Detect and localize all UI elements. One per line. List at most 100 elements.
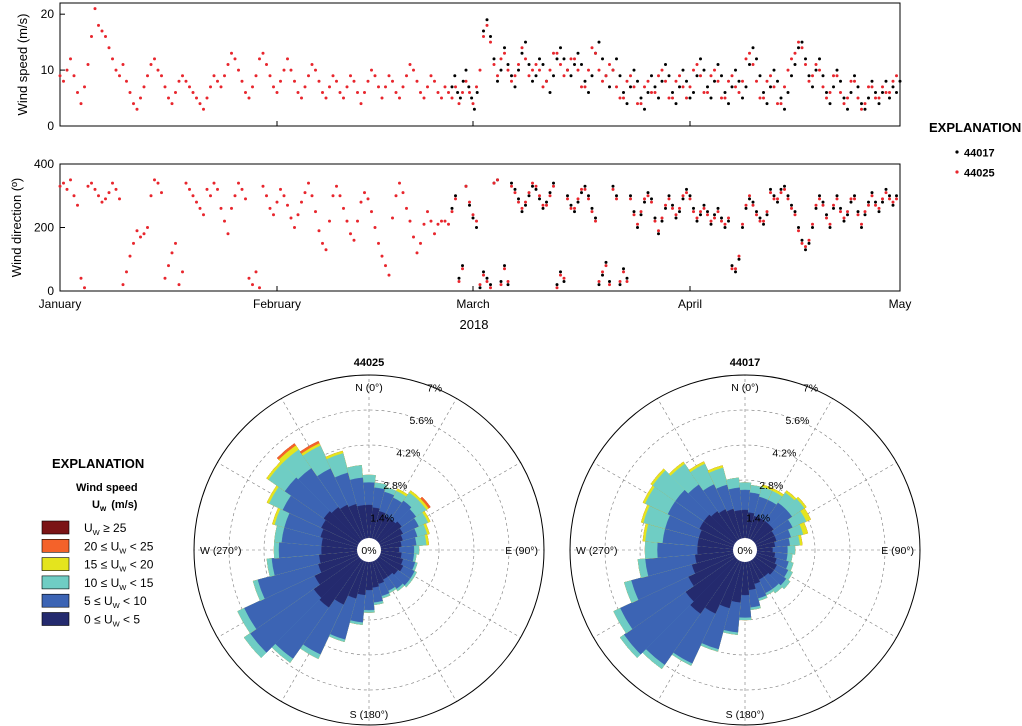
speed-point-44025-156: [604, 74, 608, 78]
direction-point-44017-31: [559, 270, 562, 274]
wind-speed-points: [58, 7, 902, 111]
direction-point-44017-41: [594, 216, 597, 220]
direction-point-44025-18: [121, 283, 125, 287]
direction-point-44025-5: [76, 203, 79, 207]
direction-point-44025-214: [807, 238, 811, 242]
direction-point-44017-75: [713, 213, 716, 217]
rose-spoke-60: [368, 462, 521, 551]
speed-point-44025-220: [828, 91, 832, 94]
direction-point-44025-133: [524, 200, 527, 204]
direction-point-44025-155: [601, 270, 604, 274]
speed-point-44017-86: [748, 63, 751, 66]
speed-point-44025-35: [181, 74, 184, 78]
direction-point-44017-81: [734, 270, 737, 274]
speed-point-44017-62: [664, 63, 667, 66]
speed-point-44025-32: [170, 102, 174, 106]
direction-point-44017-93: [776, 200, 779, 204]
rose-ring-label-3: 5.6%: [409, 415, 433, 427]
windrose-legend-header: EXPLANATION: [52, 456, 144, 471]
direction-point-44025-179: [685, 191, 688, 195]
speed-point-44025-43: [209, 85, 212, 89]
direction-point-44025-38: [191, 194, 195, 198]
speed-point-44025-202: [765, 79, 769, 83]
direction-point-44025-62: [275, 200, 279, 204]
direction-point-44025-99: [405, 206, 408, 210]
speed-point-44017-22: [524, 40, 527, 44]
speed-point-44025-179: [685, 96, 688, 100]
direction-point-44025-234: [877, 206, 881, 210]
direction-point-44017-50: [625, 276, 629, 280]
direction-point-44025-199: [755, 213, 758, 217]
speed-point-44025-215: [811, 74, 814, 78]
speed-point-44025-26: [149, 63, 153, 66]
rose-center-hole: [357, 538, 381, 562]
speed-point-44025-126: [499, 57, 503, 61]
direction-point-44025-67: [293, 226, 296, 229]
rose-ring-label-4: 7%: [803, 383, 818, 395]
windrose-legend-label-5-10: 5 ≤ UW < 10: [84, 594, 147, 610]
direction-point-44025-197: [748, 194, 751, 198]
direction-point-44017-34: [569, 203, 573, 207]
speed-point-44025-209: [790, 57, 793, 61]
direction-point-44025-148: [576, 197, 580, 201]
direction-point-44017-27: [545, 200, 548, 204]
direction-point-44025-195: [741, 222, 744, 226]
direction-point-44025-49: [230, 206, 233, 210]
direction-point-44025-204: [772, 197, 776, 201]
direction-point-44025-207: [783, 187, 786, 191]
speed-point-44025-29: [160, 74, 163, 78]
direction-point-44017-97: [790, 203, 793, 207]
speed-point-44017-18: [510, 74, 513, 78]
direction-point-44025-190: [723, 222, 727, 226]
direction-point-44017-78: [723, 226, 727, 229]
speed-point-44025-24: [142, 85, 146, 89]
direction-point-44025-227: [853, 197, 856, 201]
direction-point-44025-95: [391, 216, 394, 220]
direction-point-44025-152: [590, 210, 594, 214]
speed-point-44025-115: [461, 91, 464, 94]
speed-point-44025-192: [730, 74, 734, 78]
speed-point-44017-99: [793, 63, 797, 66]
speed-point-44017-91: [765, 102, 769, 106]
direction-point-44025-40: [198, 206, 202, 210]
direction-point-44025-171: [657, 229, 660, 233]
speed-point-44025-239: [895, 74, 898, 78]
speed-point-44017-52: [629, 85, 632, 89]
direction-point-44017-21: [524, 203, 527, 207]
speed-point-44025-138: [541, 85, 545, 89]
windrose-legend-label-25+: UW ≥ 25: [84, 521, 127, 537]
direction-point-44017-59: [657, 232, 660, 236]
speed-point-44025-147: [573, 57, 576, 61]
direction-ytick-label-1: 200: [34, 221, 54, 235]
direction-point-44017-100: [800, 238, 804, 242]
speed-point-44025-23: [139, 96, 142, 100]
direction-point-44025-139: [545, 203, 548, 207]
direction-point-44025-212: [800, 241, 804, 245]
direction-point-44017-108: [828, 226, 832, 229]
speed-point-44025-228: [856, 96, 860, 100]
legend-marker-44025: [955, 170, 959, 174]
direction-point-44025-201: [762, 219, 765, 223]
direction-point-44025-86: [359, 200, 363, 204]
speed-point-44025-122: [485, 23, 489, 27]
direction-point-44025-37: [188, 187, 191, 191]
direction-point-44025-52: [240, 187, 244, 191]
speed-point-44017-1: [453, 74, 457, 78]
rose-center-label: 0%: [361, 545, 376, 557]
direction-point-44025-120: [478, 283, 482, 287]
direction-point-44025-16: [114, 187, 118, 191]
rose-ring-label-2: 4.2%: [396, 448, 420, 460]
direction-ytick-label-2: 400: [34, 157, 54, 171]
direction-point-44017-0: [450, 206, 454, 210]
speed-point-44025-84: [352, 79, 356, 83]
direction-point-44025-123: [489, 286, 492, 290]
xtick-label-3: April: [678, 297, 702, 311]
speed-point-44017-79: [723, 91, 727, 94]
direction-point-44025-164: [632, 213, 636, 217]
direction-point-44017-45: [608, 280, 611, 283]
direction-point-44025-153: [594, 219, 597, 223]
speed-point-44025-38: [191, 91, 195, 94]
direction-point-44017-109: [832, 206, 835, 210]
rose-spoke-330: [657, 398, 746, 551]
speed-point-44017-97: [786, 91, 790, 94]
